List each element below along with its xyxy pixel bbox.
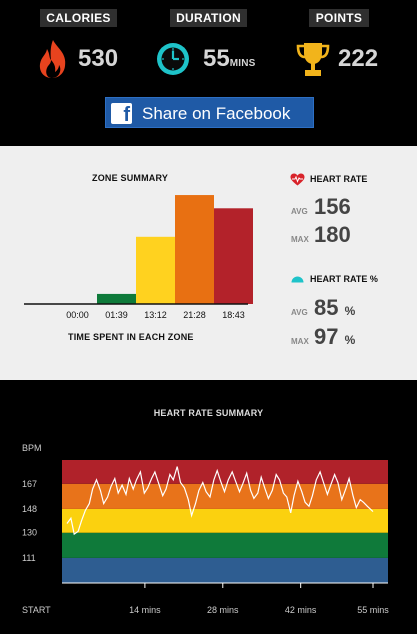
hr-max-label: MAX: [291, 235, 309, 244]
zone-tick-label: 01:39: [105, 310, 128, 320]
hr-avg-label: AVG: [291, 207, 308, 216]
hr-x-tick-label: 28 mins: [207, 605, 239, 615]
calories-value: 530: [78, 45, 119, 72]
hr-pct-avg-value: 85 %: [314, 295, 355, 321]
facebook-icon: f: [111, 103, 132, 126]
trophy-icon: [296, 43, 330, 76]
hr-zone-band-3: [62, 483, 388, 509]
zone-summary-chart: 00:00 01:39 13:12 21:28 18:43: [24, 195, 253, 320]
points-value: 222: [338, 45, 379, 72]
hr-y-tick-label: 130: [22, 528, 37, 538]
hr-zone-band-2: [62, 508, 388, 533]
hr-zone-band-0: [62, 557, 388, 583]
zone-tick-label: 00:00: [66, 310, 89, 320]
zone-bar-1: [97, 293, 136, 304]
heart-rate-summary-chart: 111 130 148 167 START 14 mins 28 mins 42 mins 5…: [22, 443, 389, 615]
zone-tick-label: 13:12: [144, 310, 167, 320]
zone-bar-4: [214, 208, 253, 304]
share-facebook-button[interactable]: f Share on Facebook: [105, 97, 314, 128]
duration-unit: MINS: [229, 58, 256, 69]
heart-rate-summary-title: HEART RATE SUMMARY: [153, 408, 264, 418]
hr-zone-band-4: [62, 460, 388, 484]
zone-tick-label: 21:28: [183, 310, 206, 320]
share-facebook-label: Share on Facebook: [142, 104, 291, 123]
hr-pct-avg-label: AVG: [291, 308, 308, 317]
hr-pct-max-label: MAX: [291, 337, 309, 346]
hr-x-tick-label: START: [22, 605, 51, 615]
zone-bar-3: [175, 195, 214, 304]
hr-x-tick-label: 42 mins: [285, 605, 317, 615]
hr-pct-avg-number: 85: [314, 295, 339, 320]
hr-pct-max-value: 97 %: [314, 324, 355, 350]
duration-number: 55: [203, 45, 230, 72]
hr-x-tick-label: 55 mins: [357, 605, 389, 615]
heart-rate-line: [66, 466, 374, 536]
hr-y-tick-label: 167: [22, 479, 37, 489]
zone-tick-label: 18:43: [222, 310, 245, 320]
hr-zone-band-1: [62, 532, 388, 558]
hr-pct-max-number: 97: [314, 324, 339, 349]
hr-x-tick-label: 14 mins: [129, 605, 161, 615]
hr-pct-max-unit: %: [344, 333, 356, 347]
duration-value: 55MINS: [203, 44, 256, 79]
hr-y-tick-label: 111: [22, 553, 36, 563]
gauge-icon: [291, 276, 304, 283]
calories-label: CALORIES: [40, 9, 117, 27]
heart-rate-pct-label: HEART RATE %: [310, 274, 378, 284]
heart-rate-label: HEART RATE: [310, 174, 368, 184]
hr-max-value: 180: [314, 222, 351, 247]
hr-y-tick-label: 148: [22, 504, 37, 514]
flame-icon: [39, 40, 66, 78]
bpm-axis-label: BPM: [22, 443, 42, 453]
hr-avg-value: 156: [314, 194, 351, 219]
summary-panel: ZONE SUMMARY 00:00 01:39 13:12 21:28 18:43 T…: [0, 146, 417, 380]
duration-label: DURATION: [170, 9, 247, 27]
points-label: POINTS: [309, 9, 369, 27]
hr-pct-avg-unit: %: [344, 304, 356, 318]
zone-bar-2: [136, 236, 175, 304]
zone-summary-caption: TIME SPENT IN EACH ZONE: [68, 332, 194, 342]
zone-summary-title: ZONE SUMMARY: [92, 173, 169, 183]
clock-icon: [157, 43, 189, 75]
heart-rate-icon: [290, 173, 305, 186]
